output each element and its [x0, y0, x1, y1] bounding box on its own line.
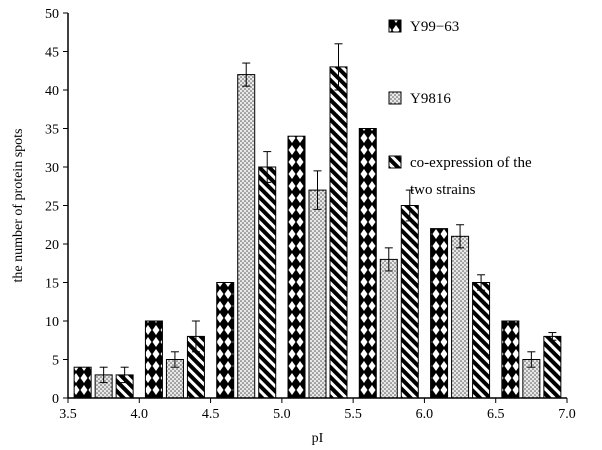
y-tick-label: 45: [45, 46, 59, 61]
bar-diamond-6: [501, 320, 520, 399]
x-tick-label: 4.0: [131, 407, 149, 422]
bars: [73, 66, 562, 399]
x-axis-label: pI: [312, 431, 324, 446]
legend-swatch-dots: [388, 91, 402, 105]
bar-diamond-3: [287, 135, 306, 399]
y-axis-label: the number of protein spots: [11, 129, 26, 283]
y-tick-label: 15: [45, 277, 59, 292]
y-tick-label: 50: [45, 7, 59, 22]
bar-dots-2: [237, 74, 256, 399]
bar-diamond-1: [144, 320, 163, 399]
bar-diagonal-5: [472, 282, 491, 399]
y-tick-label: 25: [45, 200, 59, 215]
y-tick-label: 20: [45, 238, 59, 253]
bar-dots-4: [379, 258, 398, 399]
bar-dots-5: [451, 235, 470, 399]
x-tick-label: 7.0: [558, 407, 576, 422]
bar-diamond-2: [216, 282, 235, 399]
y-tick-label: 5: [52, 354, 59, 369]
legend-swatch-diamond: [388, 19, 402, 33]
y-tick-label: 30: [45, 161, 59, 176]
bar-dots-3: [308, 189, 327, 399]
bar-diamond-0: [73, 366, 92, 399]
legend-label: two strains: [410, 182, 476, 198]
x-tick-label: 6.5: [487, 407, 505, 422]
x-tick-label: 6.0: [416, 407, 434, 422]
legend-item-diamond: Y99−63: [388, 19, 459, 35]
x-tick-label: 4.5: [202, 407, 220, 422]
legend-swatch-diagonal: [388, 155, 402, 169]
y-tick-label: 0: [52, 392, 59, 407]
bar-diamond-5: [430, 228, 449, 399]
y-tick-label: 10: [45, 315, 59, 330]
x-ticks: 3.5 4.0 4.5 5.0 5.5 6.0 6.5 7.0: [59, 398, 576, 422]
legend-label: Y99−63: [410, 19, 459, 35]
bar-diagonal-6: [543, 335, 562, 399]
x-tick-label: 3.5: [59, 407, 77, 422]
legend-label: co-expression of the: [410, 155, 532, 171]
bar-diagonal-2: [258, 166, 277, 399]
y-ticks: 0 5 10 15 20 25 30 35 40 45 50: [45, 7, 68, 407]
error-bars: [99, 43, 557, 384]
y-tick-label: 35: [45, 123, 59, 138]
legend: Y99−63 Y9816 co-expression of the two strai…: [388, 19, 532, 198]
bar-diamond-4: [358, 128, 377, 399]
bar-diagonal-3: [329, 66, 348, 399]
x-tick-label: 5.5: [344, 407, 362, 422]
legend-label: Y9816: [410, 91, 451, 107]
legend-item-diagonal: co-expression of the two strains: [388, 155, 532, 198]
x-tick-label: 5.0: [273, 407, 291, 422]
legend-item-dots: Y9816: [388, 91, 451, 107]
y-tick-label: 40: [45, 84, 59, 99]
bar-diagonal-4: [400, 205, 419, 399]
